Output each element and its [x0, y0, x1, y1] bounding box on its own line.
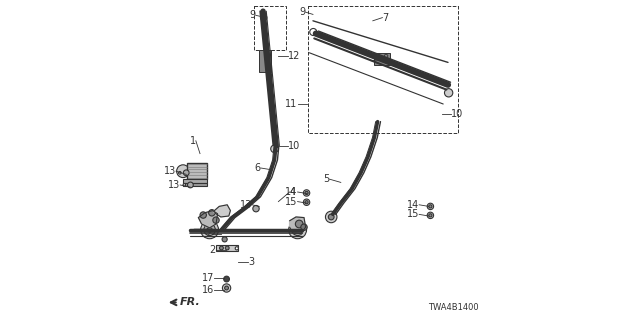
Polygon shape [290, 217, 306, 234]
Circle shape [305, 201, 308, 204]
Polygon shape [214, 205, 230, 217]
Bar [308, 6, 458, 133]
Circle shape [225, 286, 228, 290]
Text: 10: 10 [288, 140, 300, 151]
Text: 13: 13 [164, 166, 176, 176]
Text: 13: 13 [168, 180, 180, 190]
Bar [374, 53, 390, 65]
Circle shape [429, 205, 432, 208]
Circle shape [225, 246, 229, 250]
Bar [216, 245, 239, 251]
Text: 15: 15 [285, 196, 298, 207]
Polygon shape [198, 211, 218, 228]
Circle shape [292, 224, 303, 236]
Circle shape [303, 199, 310, 205]
Circle shape [184, 170, 189, 176]
Circle shape [177, 165, 189, 178]
Circle shape [223, 284, 231, 292]
Circle shape [200, 212, 206, 218]
Circle shape [222, 237, 227, 242]
Circle shape [289, 221, 307, 239]
Circle shape [295, 227, 300, 232]
Circle shape [271, 145, 278, 153]
Circle shape [303, 190, 310, 196]
Text: 14: 14 [407, 200, 419, 210]
Bar [187, 163, 207, 179]
Circle shape [296, 220, 303, 228]
Circle shape [220, 246, 223, 250]
Circle shape [301, 224, 307, 230]
Circle shape [204, 224, 215, 236]
Text: 5: 5 [323, 174, 330, 184]
Text: 8: 8 [383, 54, 388, 64]
Bar [253, 6, 287, 50]
Circle shape [429, 214, 432, 217]
Circle shape [236, 247, 239, 250]
Circle shape [260, 14, 267, 21]
Circle shape [444, 89, 453, 97]
Text: 2: 2 [205, 228, 212, 239]
Circle shape [207, 227, 212, 232]
Circle shape [179, 172, 181, 174]
Text: 17: 17 [202, 273, 214, 284]
Text: 11: 11 [285, 99, 298, 109]
Circle shape [183, 184, 186, 186]
Circle shape [224, 276, 230, 282]
Text: 12: 12 [288, 51, 300, 61]
Text: 2: 2 [210, 244, 216, 255]
Circle shape [188, 182, 193, 188]
Circle shape [305, 191, 308, 195]
Circle shape [328, 214, 334, 220]
Text: 9: 9 [250, 10, 256, 20]
Text: 7: 7 [383, 12, 388, 23]
Circle shape [326, 211, 337, 223]
Text: 14: 14 [285, 187, 298, 197]
Text: 9: 9 [300, 7, 306, 17]
Circle shape [428, 203, 434, 210]
Circle shape [201, 221, 219, 239]
Text: 13: 13 [240, 200, 252, 210]
Text: 3: 3 [248, 257, 254, 268]
Circle shape [212, 217, 219, 223]
Text: 16: 16 [202, 284, 214, 295]
Text: 15: 15 [407, 209, 419, 220]
Text: 6: 6 [255, 163, 261, 173]
Circle shape [310, 28, 317, 36]
Text: TWA4B1400: TWA4B1400 [428, 303, 479, 312]
Bar [183, 183, 207, 186]
Circle shape [253, 205, 259, 212]
Circle shape [209, 210, 215, 216]
Text: FR.: FR. [180, 297, 200, 308]
Text: 1: 1 [189, 136, 196, 146]
Bar [259, 50, 271, 72]
Text: 10: 10 [451, 108, 463, 119]
Circle shape [428, 212, 434, 219]
Text: 4: 4 [290, 187, 296, 197]
Bar [183, 179, 207, 183]
